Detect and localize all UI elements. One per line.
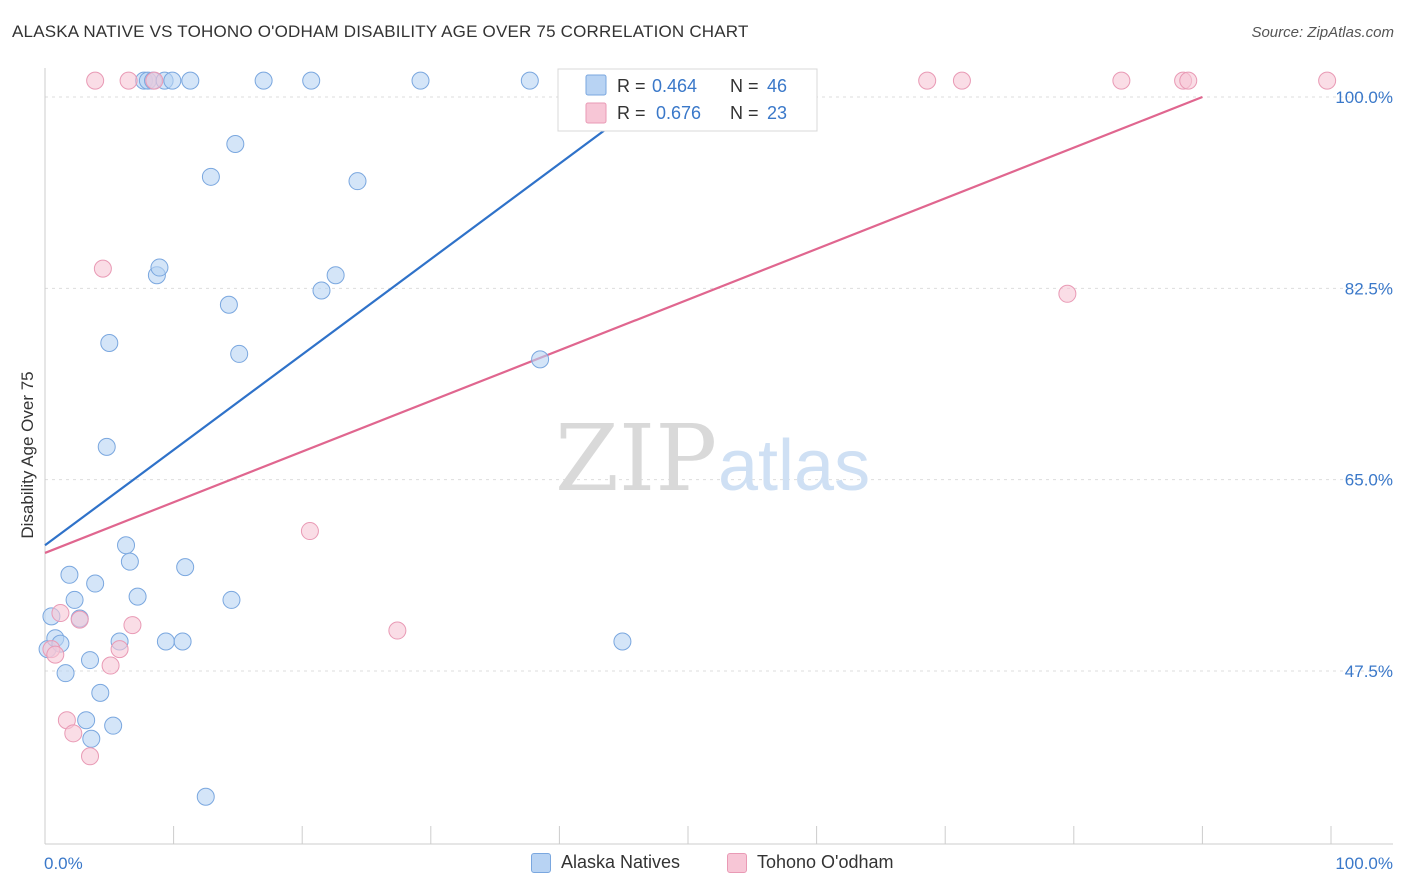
data-point — [91, 683, 110, 702]
data-point — [254, 71, 273, 90]
y-tick-label: 65.0% — [1345, 471, 1393, 490]
chart-title: ALASKA NATIVE VS TOHONO O'ODHAM DISABILI… — [12, 22, 749, 41]
data-point — [176, 558, 195, 577]
legend-label: Alaska Natives — [561, 852, 681, 872]
watermark: ZIP atlas — [555, 405, 870, 512]
data-point — [86, 574, 105, 593]
trend-line — [44, 96, 651, 547]
data-point — [145, 71, 164, 90]
legend-swatch-blue — [531, 852, 551, 873]
data-point — [82, 729, 101, 748]
data-point — [952, 71, 971, 90]
data-point — [348, 172, 367, 191]
trend-line — [44, 95, 1203, 554]
data-point — [1179, 71, 1198, 90]
legend-n-value: 23 — [767, 103, 787, 123]
data-point — [86, 71, 105, 90]
data-point — [226, 135, 245, 154]
data-point — [163, 71, 182, 90]
data-point — [531, 350, 550, 369]
gridlines — [45, 96, 1393, 672]
data-point — [219, 295, 238, 314]
data-point — [222, 590, 241, 609]
legend-r-value: 0.464 — [652, 76, 697, 96]
data-point — [110, 640, 129, 659]
y-tick-label: 47.5% — [1345, 662, 1393, 681]
data-point — [1318, 71, 1337, 90]
data-point — [70, 610, 89, 629]
series-legend: Alaska Natives Tohono O'odham — [0, 852, 1406, 878]
data-point — [201, 167, 220, 186]
data-point — [326, 266, 345, 285]
legend-item-tohono-oodham[interactable]: Tohono O'odham — [727, 852, 894, 873]
data-point — [81, 747, 100, 766]
data-point — [51, 604, 70, 623]
data-point — [93, 259, 112, 278]
legend-item-alaska-natives[interactable]: Alaska Natives — [531, 852, 680, 873]
data-point — [100, 334, 119, 352]
y-tick-labels: 47.5% 65.0% 82.5% 100.0% — [1335, 88, 1393, 681]
data-point — [56, 664, 75, 683]
source-label: Source: ZipAtlas.com — [1251, 24, 1394, 41]
legend-n-value: 46 — [767, 76, 787, 96]
data-point — [97, 437, 116, 456]
data-point — [181, 71, 200, 90]
data-point — [230, 344, 249, 363]
data-point — [119, 71, 138, 90]
y-axis-label: Disability Age Over 75 — [18, 371, 37, 538]
data-point — [60, 565, 79, 584]
data-points — [38, 71, 1337, 806]
data-point — [411, 71, 430, 90]
data-point — [300, 522, 319, 541]
data-point — [156, 632, 175, 651]
data-point — [302, 71, 321, 90]
data-point — [46, 645, 65, 664]
data-point — [128, 587, 147, 606]
legend-swatch-blue — [585, 74, 607, 96]
legend-r-label: R = — [617, 103, 646, 123]
data-point — [77, 711, 96, 730]
data-point — [173, 632, 192, 651]
legend-r-value: 0.676 — [656, 103, 701, 123]
data-point — [117, 536, 136, 555]
watermark-atlas: atlas — [718, 426, 870, 506]
data-point — [65, 590, 84, 609]
y-tick-label: 100.0% — [1335, 88, 1393, 107]
y-tick-label: 82.5% — [1345, 279, 1393, 298]
x-tick-label: 100.0% — [1335, 854, 1393, 873]
legend-swatch-pink — [727, 852, 747, 873]
data-point — [150, 258, 169, 277]
axes — [44, 68, 1393, 845]
legend-n-label: N = — [730, 76, 759, 96]
data-point — [918, 71, 937, 90]
data-point — [104, 716, 123, 735]
data-point — [120, 552, 139, 571]
legend-label: Tohono O'odham — [757, 852, 894, 872]
legend-swatch-pink — [585, 102, 607, 124]
legend-n-label: N = — [730, 103, 759, 123]
legend-r-label: R = — [617, 76, 646, 96]
data-point — [101, 656, 120, 675]
data-point — [196, 787, 215, 806]
data-point — [1112, 71, 1131, 90]
data-point — [388, 621, 407, 640]
x-tick-label: 0.0% — [44, 854, 83, 873]
x-tick-labels: 0.0% 100.0% — [44, 854, 1393, 873]
stats-legend-box: R = 0.464 N = 46 R = 0.676 N = 23 — [557, 68, 818, 132]
data-point — [81, 651, 100, 670]
data-point — [312, 281, 331, 300]
watermark-zip: ZIP — [555, 405, 717, 512]
data-point — [64, 724, 83, 743]
data-point — [613, 632, 632, 651]
data-point — [123, 616, 142, 635]
data-point — [1058, 284, 1077, 303]
data-point — [520, 71, 539, 90]
trend-lines — [44, 95, 1203, 554]
